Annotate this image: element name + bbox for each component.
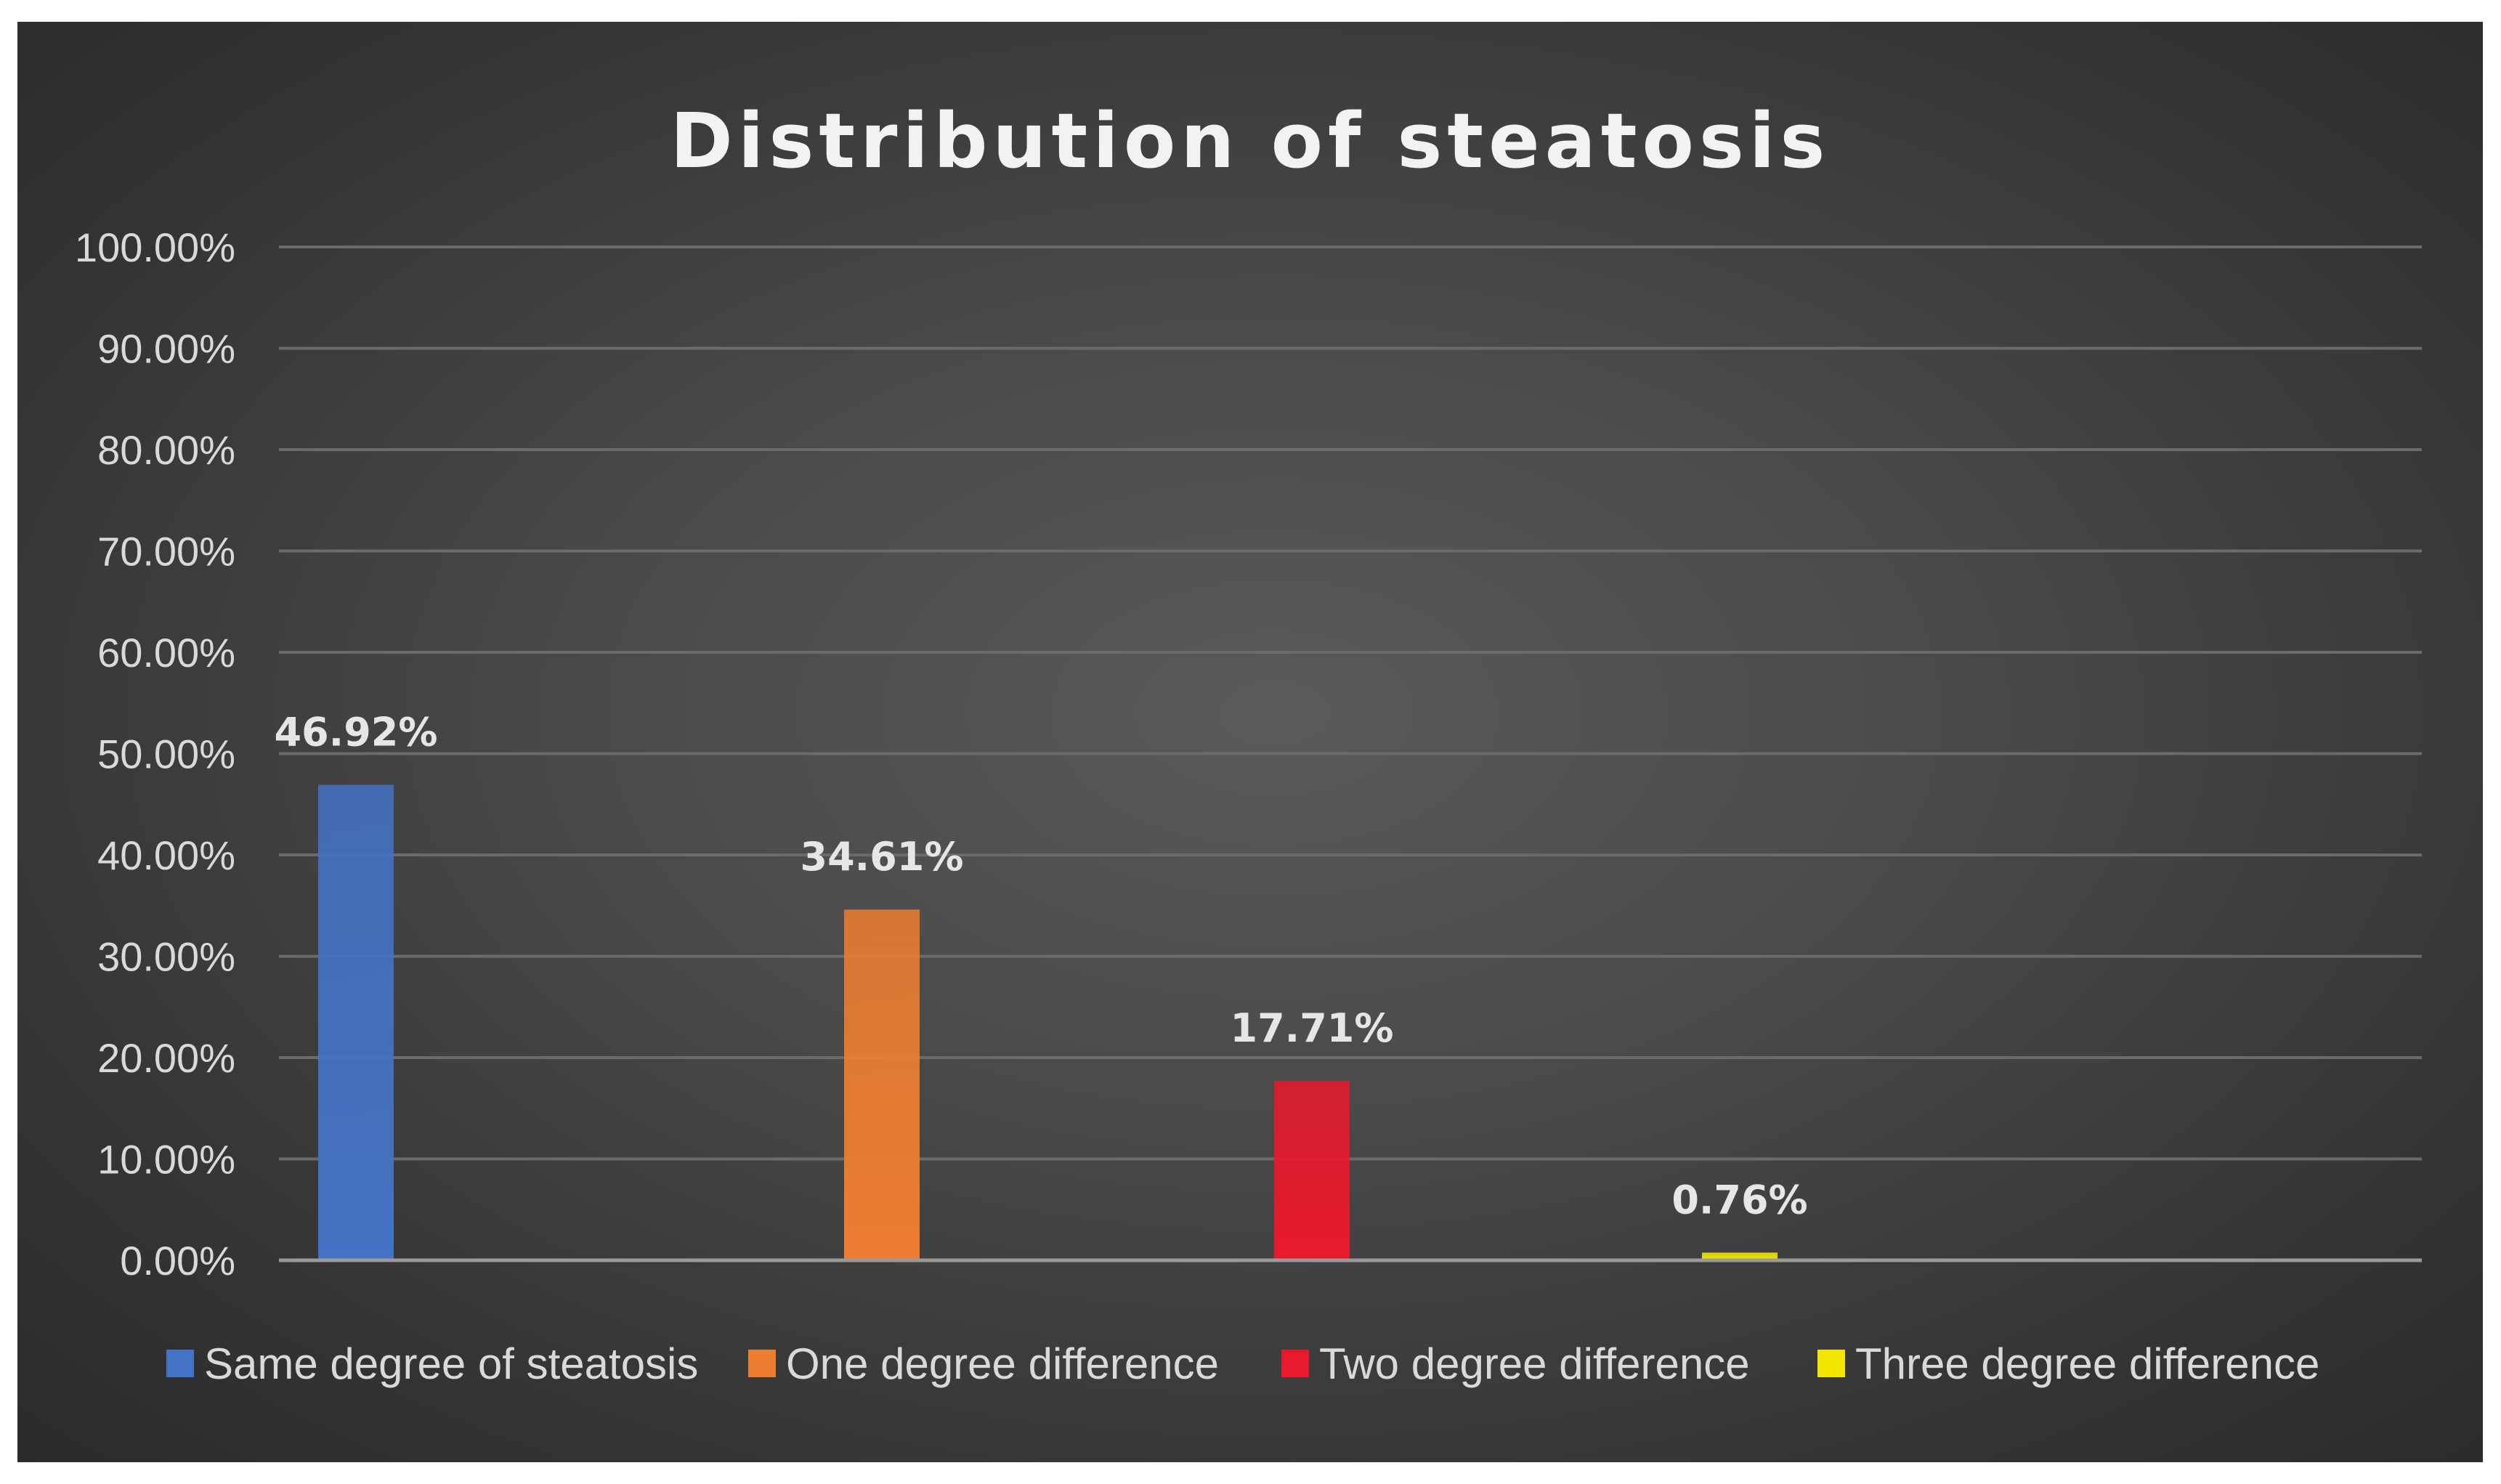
y-tick-label: 40.00% <box>97 832 235 878</box>
data-label: 0.76% <box>1671 1177 1807 1223</box>
bar-1 <box>318 784 394 1260</box>
y-tick-label: 70.00% <box>97 529 235 575</box>
data-label: 17.71% <box>1231 1005 1394 1051</box>
legend: Same degree of steatosis One degree diffe… <box>166 1339 2319 1388</box>
y-tick-label: 80.00% <box>97 427 235 473</box>
y-tick-label: 100.00% <box>75 224 235 270</box>
y-tick-label: 90.00% <box>97 326 235 372</box>
y-tick-label: 10.00% <box>97 1137 235 1183</box>
legend-swatch <box>166 1350 194 1377</box>
chart-title: Distribution of steatosis <box>670 97 1831 185</box>
legend-entry: Three degree difference <box>1855 1339 2319 1388</box>
bar-chart: Distribution of steatosis 0.00% 10.00% 20.… <box>75 97 2422 1388</box>
legend-entry: One degree difference <box>786 1339 1219 1388</box>
bars <box>318 784 1778 1260</box>
y-tick-label: 50.00% <box>97 731 235 777</box>
y-tick-label: 60.00% <box>97 630 235 676</box>
bar-2 <box>844 909 920 1260</box>
legend-swatch <box>1281 1350 1309 1377</box>
legend-entry: Two degree difference <box>1319 1339 1750 1388</box>
data-labels: 46.92% 34.61% 17.71% 0.76% <box>275 709 1808 1223</box>
bar-4 <box>1702 1252 1778 1260</box>
legend-entry: Same degree of steatosis <box>204 1339 698 1388</box>
y-tick-label: 20.00% <box>97 1035 235 1081</box>
data-label: 46.92% <box>275 709 438 755</box>
legend-swatch <box>1817 1350 1845 1377</box>
bar-3 <box>1274 1080 1350 1260</box>
y-axis-ticks: 0.00% 10.00% 20.00% 30.00% 40.00% 50.00% 60.00… <box>75 224 235 1284</box>
y-tick-label: 30.00% <box>97 934 235 980</box>
chart-frame: Distribution of steatosis 0.00% 10.00% 20.… <box>17 22 2483 1462</box>
legend-swatch <box>748 1350 776 1377</box>
y-tick-label: 0.00% <box>120 1238 235 1284</box>
data-label: 34.61% <box>800 834 964 880</box>
gridlines <box>279 246 2422 1161</box>
